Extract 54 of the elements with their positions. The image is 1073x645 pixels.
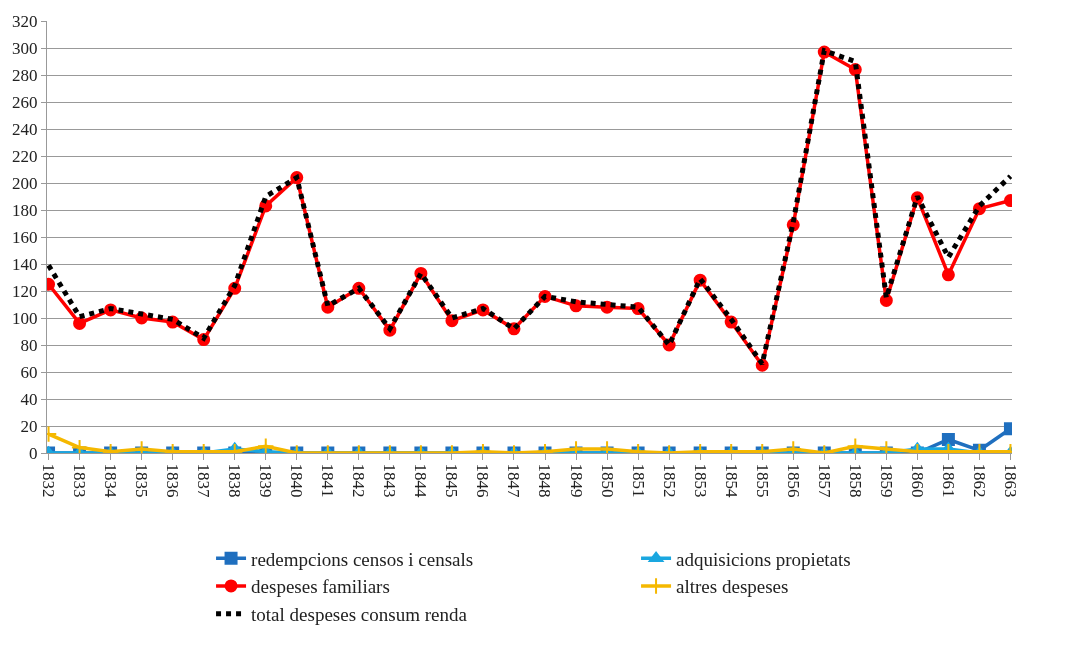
legend-label: despeses familiars — [251, 576, 390, 598]
x-tick-label: 1844 — [411, 463, 431, 498]
x-tick-label: 1853 — [690, 463, 710, 498]
x-tick-label: 1854 — [721, 463, 741, 498]
y-tick-label: 280 — [12, 65, 38, 85]
x-tick-label: 1846 — [473, 463, 493, 498]
x-tick-label: 1860 — [907, 463, 927, 498]
y-tick-label: 140 — [12, 254, 38, 274]
legend-label: adquisicions propietats — [676, 548, 851, 570]
legend-label: redempcions censos i censals — [251, 548, 474, 570]
x-tick-label: 1850 — [597, 463, 617, 498]
x-tick-label: 1836 — [163, 463, 183, 498]
x-tick-label: 1863 — [1000, 463, 1020, 498]
x-tick-label: 1845 — [442, 463, 462, 498]
legend-label: total despeses consum renda — [251, 604, 468, 626]
y-tick-label: 200 — [12, 173, 38, 193]
x-tick-label: 1849 — [566, 463, 586, 498]
y-tick-label: 100 — [12, 308, 38, 328]
legend-label: altres despeses — [676, 576, 789, 598]
y-tick-label: 20 — [20, 416, 38, 436]
x-tick-label: 1858 — [845, 463, 865, 498]
y-tick-label: 320 — [12, 11, 38, 31]
y-tick-label: 240 — [12, 119, 38, 139]
x-tick-label: 1838 — [225, 463, 245, 498]
y-tick-label: 160 — [12, 227, 38, 247]
y-tick-label: 60 — [20, 362, 38, 382]
x-tick-label: 1843 — [380, 463, 400, 498]
x-tick-label: 1851 — [628, 463, 648, 498]
x-tick-label: 1856 — [783, 463, 803, 498]
x-tick-label: 1833 — [70, 463, 90, 498]
x-tick-label: 1840 — [287, 463, 307, 498]
y-tick-label: 0 — [29, 443, 38, 463]
x-tick-label: 1859 — [876, 463, 896, 498]
x-tick-label: 1842 — [349, 463, 369, 498]
y-tick-label: 260 — [12, 92, 38, 112]
x-tick-label: 1852 — [659, 463, 679, 498]
x-tick-label: 1847 — [504, 463, 524, 498]
x-tick-label: 1832 — [39, 463, 59, 498]
y-tick-label: 80 — [20, 335, 38, 355]
x-tick-label: 1848 — [535, 463, 555, 498]
x-tick-label: 1839 — [256, 463, 276, 498]
x-tick-label: 1837 — [194, 463, 214, 498]
x-tick-label: 1834 — [101, 463, 121, 498]
y-tick-label: 220 — [12, 146, 38, 166]
y-tick-label: 40 — [20, 389, 38, 409]
x-tick-label: 1862 — [969, 463, 989, 498]
x-tick-label: 1857 — [814, 463, 834, 498]
x-tick-label: 1861 — [938, 463, 958, 498]
x-tick-label: 1855 — [752, 463, 772, 498]
x-tick-label: 1835 — [132, 463, 152, 498]
y-tick-label: 120 — [12, 281, 38, 301]
y-tick-label: 180 — [12, 200, 38, 220]
y-tick-label: 300 — [12, 38, 38, 58]
x-tick-label: 1841 — [318, 463, 338, 498]
